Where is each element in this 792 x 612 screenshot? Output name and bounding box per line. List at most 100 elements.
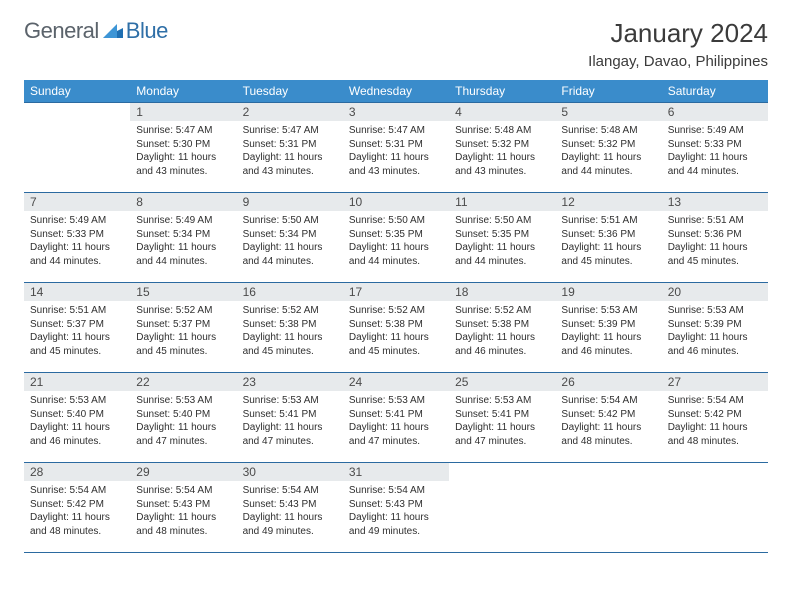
daylight-text: Daylight: 11 hours and 43 minutes.: [349, 151, 443, 178]
sunset-text: Sunset: 5:32 PM: [455, 138, 549, 152]
daylight-text: Daylight: 11 hours and 47 minutes.: [349, 421, 443, 448]
logo: General Blue: [24, 18, 168, 44]
sunrise-text: Sunrise: 5:54 AM: [349, 484, 443, 498]
sunset-text: Sunset: 5:43 PM: [136, 498, 230, 512]
sunrise-text: Sunrise: 5:53 AM: [136, 394, 230, 408]
sunset-text: Sunset: 5:34 PM: [136, 228, 230, 242]
day-number: 29: [130, 463, 236, 481]
day-details: Sunrise: 5:53 AMSunset: 5:39 PMDaylight:…: [555, 301, 661, 362]
day-details: Sunrise: 5:48 AMSunset: 5:32 PMDaylight:…: [555, 121, 661, 182]
day-details: Sunrise: 5:53 AMSunset: 5:41 PMDaylight:…: [449, 391, 555, 452]
calendar-cell: 13Sunrise: 5:51 AMSunset: 5:36 PMDayligh…: [662, 193, 768, 283]
page-title: January 2024: [610, 18, 768, 49]
sunset-text: Sunset: 5:34 PM: [243, 228, 337, 242]
daylight-text: Daylight: 11 hours and 44 minutes.: [30, 241, 124, 268]
day-details: Sunrise: 5:54 AMSunset: 5:42 PMDaylight:…: [24, 481, 130, 542]
sunset-text: Sunset: 5:41 PM: [349, 408, 443, 422]
sunrise-text: Sunrise: 5:54 AM: [136, 484, 230, 498]
day-details: Sunrise: 5:53 AMSunset: 5:41 PMDaylight:…: [343, 391, 449, 452]
sunset-text: Sunset: 5:40 PM: [136, 408, 230, 422]
daylight-text: Daylight: 11 hours and 43 minutes.: [455, 151, 549, 178]
calendar-cell: 27Sunrise: 5:54 AMSunset: 5:42 PMDayligh…: [662, 373, 768, 463]
day-number: 19: [555, 283, 661, 301]
weekday-header: Friday: [555, 80, 661, 103]
day-number: 2: [237, 103, 343, 121]
day-number: 31: [343, 463, 449, 481]
day-number: 20: [662, 283, 768, 301]
sunrise-text: Sunrise: 5:47 AM: [136, 124, 230, 138]
daylight-text: Daylight: 11 hours and 44 minutes.: [561, 151, 655, 178]
sunrise-text: Sunrise: 5:52 AM: [136, 304, 230, 318]
day-details: Sunrise: 5:54 AMSunset: 5:43 PMDaylight:…: [130, 481, 236, 542]
calendar-cell: 2Sunrise: 5:47 AMSunset: 5:31 PMDaylight…: [237, 103, 343, 193]
sunrise-text: Sunrise: 5:53 AM: [668, 304, 762, 318]
daylight-text: Daylight: 11 hours and 45 minutes.: [349, 331, 443, 358]
day-number: 14: [24, 283, 130, 301]
day-details: Sunrise: 5:54 AMSunset: 5:43 PMDaylight:…: [343, 481, 449, 542]
sunrise-text: Sunrise: 5:50 AM: [455, 214, 549, 228]
day-details: Sunrise: 5:54 AMSunset: 5:42 PMDaylight:…: [555, 391, 661, 452]
sunrise-text: Sunrise: 5:49 AM: [668, 124, 762, 138]
day-details: Sunrise: 5:51 AMSunset: 5:36 PMDaylight:…: [662, 211, 768, 272]
day-number: 24: [343, 373, 449, 391]
calendar-cell: [449, 463, 555, 553]
sunrise-text: Sunrise: 5:47 AM: [243, 124, 337, 138]
day-number: 16: [237, 283, 343, 301]
sunset-text: Sunset: 5:38 PM: [243, 318, 337, 332]
day-details: Sunrise: 5:49 AMSunset: 5:34 PMDaylight:…: [130, 211, 236, 272]
day-number: 25: [449, 373, 555, 391]
sunset-text: Sunset: 5:39 PM: [668, 318, 762, 332]
day-number: 30: [237, 463, 343, 481]
calendar-cell: 6Sunrise: 5:49 AMSunset: 5:33 PMDaylight…: [662, 103, 768, 193]
calendar-row: 1Sunrise: 5:47 AMSunset: 5:30 PMDaylight…: [24, 103, 768, 193]
daylight-text: Daylight: 11 hours and 44 minutes.: [243, 241, 337, 268]
sunrise-text: Sunrise: 5:53 AM: [561, 304, 655, 318]
day-details: Sunrise: 5:54 AMSunset: 5:43 PMDaylight:…: [237, 481, 343, 542]
calendar-cell: 19Sunrise: 5:53 AMSunset: 5:39 PMDayligh…: [555, 283, 661, 373]
day-number: 21: [24, 373, 130, 391]
calendar-cell: 26Sunrise: 5:54 AMSunset: 5:42 PMDayligh…: [555, 373, 661, 463]
calendar-row: 7Sunrise: 5:49 AMSunset: 5:33 PMDaylight…: [24, 193, 768, 283]
calendar-cell: 22Sunrise: 5:53 AMSunset: 5:40 PMDayligh…: [130, 373, 236, 463]
calendar-cell: 9Sunrise: 5:50 AMSunset: 5:34 PMDaylight…: [237, 193, 343, 283]
calendar-cell: 15Sunrise: 5:52 AMSunset: 5:37 PMDayligh…: [130, 283, 236, 373]
weekday-header: Wednesday: [343, 80, 449, 103]
calendar-row: 28Sunrise: 5:54 AMSunset: 5:42 PMDayligh…: [24, 463, 768, 553]
day-number: 5: [555, 103, 661, 121]
daylight-text: Daylight: 11 hours and 46 minutes.: [455, 331, 549, 358]
day-details: Sunrise: 5:52 AMSunset: 5:37 PMDaylight:…: [130, 301, 236, 362]
logo-text-1: General: [24, 18, 99, 44]
daylight-text: Daylight: 11 hours and 44 minutes.: [455, 241, 549, 268]
day-details: Sunrise: 5:54 AMSunset: 5:42 PMDaylight:…: [662, 391, 768, 452]
daylight-text: Daylight: 11 hours and 48 minutes.: [136, 511, 230, 538]
calendar-cell: 31Sunrise: 5:54 AMSunset: 5:43 PMDayligh…: [343, 463, 449, 553]
sunrise-text: Sunrise: 5:52 AM: [349, 304, 443, 318]
sunrise-text: Sunrise: 5:49 AM: [136, 214, 230, 228]
daylight-text: Daylight: 11 hours and 48 minutes.: [561, 421, 655, 448]
daylight-text: Daylight: 11 hours and 49 minutes.: [243, 511, 337, 538]
sunrise-text: Sunrise: 5:51 AM: [30, 304, 124, 318]
day-number: 18: [449, 283, 555, 301]
daylight-text: Daylight: 11 hours and 46 minutes.: [30, 421, 124, 448]
sunrise-text: Sunrise: 5:50 AM: [349, 214, 443, 228]
daylight-text: Daylight: 11 hours and 43 minutes.: [243, 151, 337, 178]
day-details: Sunrise: 5:52 AMSunset: 5:38 PMDaylight:…: [449, 301, 555, 362]
day-details: Sunrise: 5:50 AMSunset: 5:34 PMDaylight:…: [237, 211, 343, 272]
day-number: 22: [130, 373, 236, 391]
daylight-text: Daylight: 11 hours and 44 minutes.: [349, 241, 443, 268]
calendar-body: 1Sunrise: 5:47 AMSunset: 5:30 PMDaylight…: [24, 103, 768, 553]
day-number: 17: [343, 283, 449, 301]
calendar-cell: 14Sunrise: 5:51 AMSunset: 5:37 PMDayligh…: [24, 283, 130, 373]
daylight-text: Daylight: 11 hours and 48 minutes.: [668, 421, 762, 448]
day-details: Sunrise: 5:50 AMSunset: 5:35 PMDaylight:…: [449, 211, 555, 272]
sunset-text: Sunset: 5:42 PM: [561, 408, 655, 422]
calendar-cell: 18Sunrise: 5:52 AMSunset: 5:38 PMDayligh…: [449, 283, 555, 373]
daylight-text: Daylight: 11 hours and 43 minutes.: [136, 151, 230, 178]
calendar-cell: 10Sunrise: 5:50 AMSunset: 5:35 PMDayligh…: [343, 193, 449, 283]
sunset-text: Sunset: 5:38 PM: [349, 318, 443, 332]
daylight-text: Daylight: 11 hours and 46 minutes.: [561, 331, 655, 358]
calendar-cell: 7Sunrise: 5:49 AMSunset: 5:33 PMDaylight…: [24, 193, 130, 283]
logo-icon: [103, 18, 123, 44]
weekday-header: Saturday: [662, 80, 768, 103]
sunrise-text: Sunrise: 5:54 AM: [243, 484, 337, 498]
